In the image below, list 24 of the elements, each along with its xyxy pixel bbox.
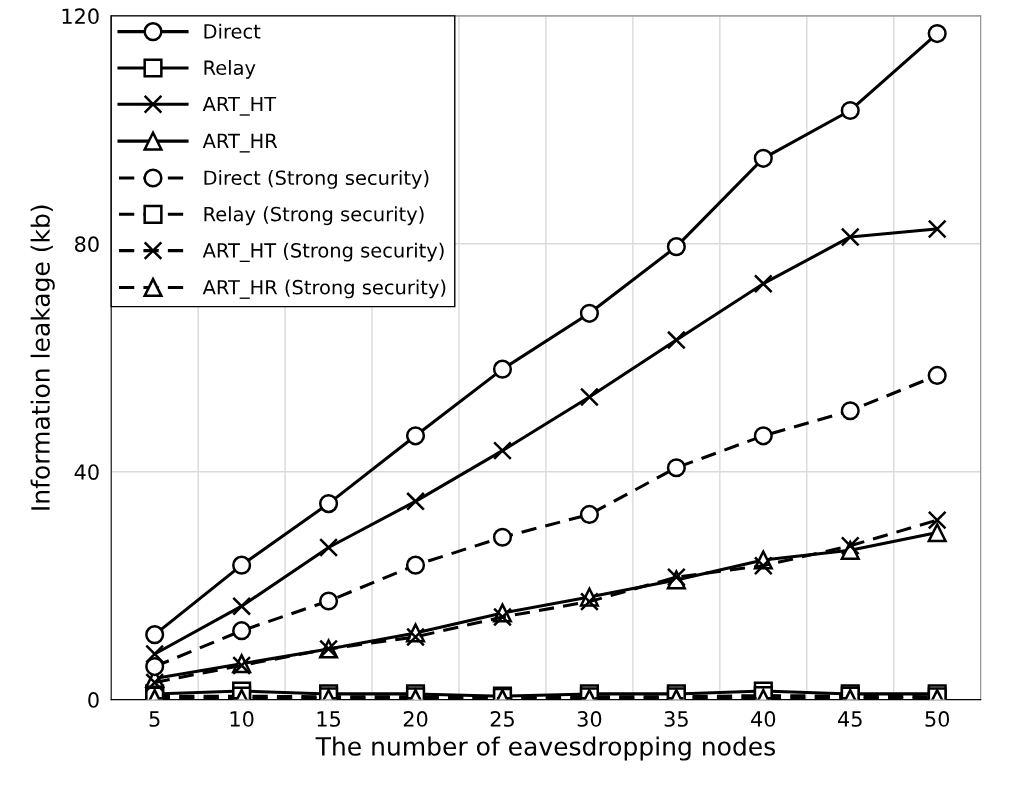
legend-label: Direct (Strong security)	[204, 170, 429, 189]
x-tick-label: 5	[149, 711, 160, 727]
legend-label: Direct	[204, 23, 261, 39]
legend-label: Relay (Strong security)	[204, 206, 424, 226]
legend-label: Relay	[204, 60, 256, 79]
y-tick-label: 40	[74, 464, 99, 480]
legend-label: ART_HT (Strong security)	[202, 242, 444, 263]
x-tick-label: 35	[664, 711, 688, 727]
legend-label: ART_HR	[202, 133, 278, 153]
y-tick-label: 120	[62, 8, 99, 25]
y-tick-label: 80	[75, 236, 99, 253]
x-axis-title: The number of eavesdropping nodes	[315, 736, 775, 761]
y-tick-label: 0	[88, 692, 99, 708]
x-tick-label: 25	[490, 711, 514, 727]
legend-label: ART_HT	[202, 96, 277, 116]
x-tick-label: 50	[925, 711, 950, 727]
x-tick-label: 40	[751, 711, 776, 727]
y-axis-title: Information leakage (kb)	[30, 205, 55, 510]
x-tick-label: 20	[403, 711, 428, 727]
x-tick-label: 30	[577, 711, 602, 727]
x-tick-label: 15	[317, 711, 341, 727]
x-tick-label: 45	[838, 711, 862, 727]
legend-label: ART_HR (Strong security)	[202, 279, 446, 299]
x-tick-label: 10	[230, 711, 254, 727]
